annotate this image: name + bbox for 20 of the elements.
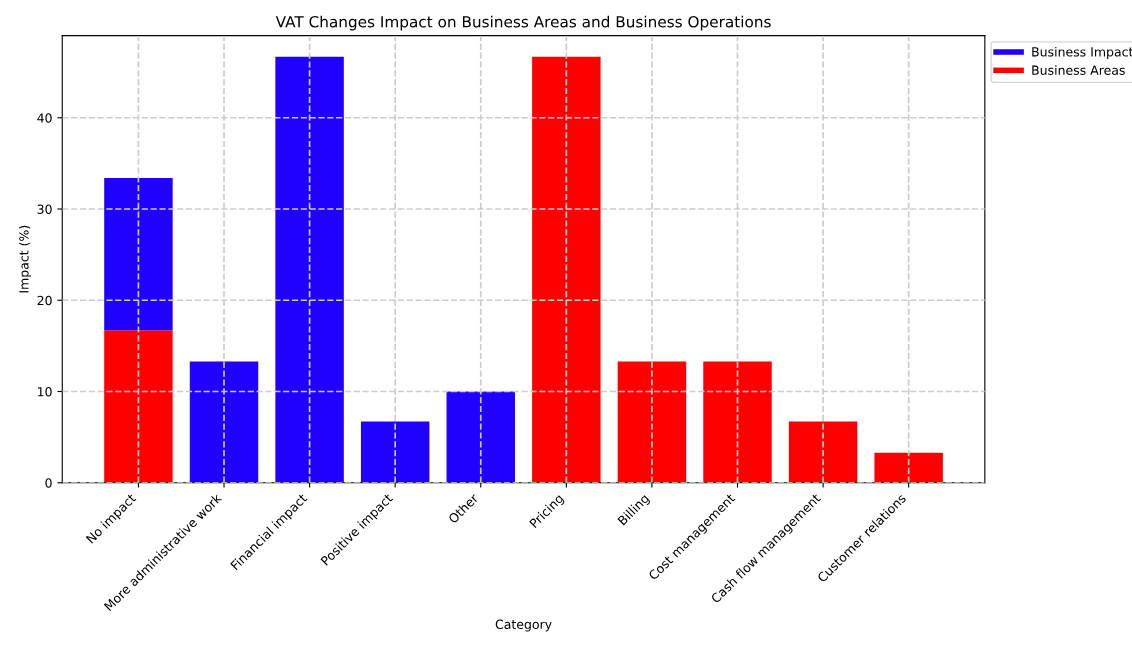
bar: [617, 361, 687, 483]
bar: [189, 361, 259, 483]
bar: [275, 56, 344, 483]
y-tick-label: 30: [37, 204, 52, 214]
bar: [104, 330, 173, 483]
bar: [703, 361, 772, 483]
y-tick-label: 0: [45, 478, 52, 488]
y-axis-title: Impact (%): [18, 225, 32, 293]
x-axis-title: Category: [495, 619, 552, 632]
legend-label: Business Areas: [1032, 65, 1125, 75]
bar: [788, 421, 858, 483]
bar: [446, 391, 515, 483]
bar: [104, 177, 173, 331]
y-tick-label: 10: [38, 386, 52, 397]
bar: [874, 452, 943, 483]
bar: [360, 421, 430, 483]
y-tick-label: 20: [37, 295, 52, 306]
y-tick-label: 40: [37, 113, 52, 123]
chart-title: VAT Changes Impact on Business Areas and Business Operations: [275, 15, 771, 31]
bar: [532, 56, 601, 483]
